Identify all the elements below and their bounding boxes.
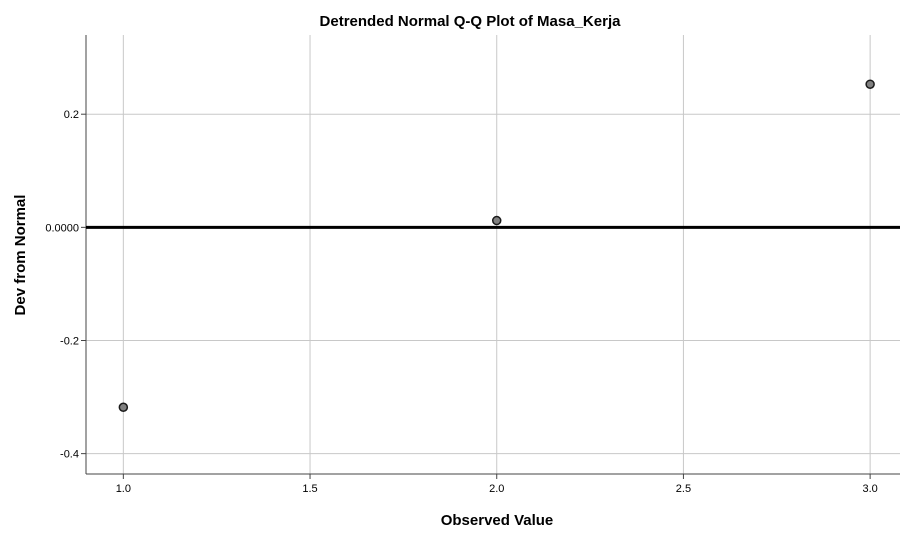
x-tick-label: 2.5 <box>676 483 691 495</box>
axes <box>81 35 900 479</box>
x-tick-label: 1.0 <box>116 483 131 495</box>
y-tick-label: 0.0000 <box>45 222 79 234</box>
grid <box>86 35 900 474</box>
tick-labels: 1.0 1.5 2.0 2.5 3.0 0.2 0.0000 -0.2 -0.4 <box>45 109 877 495</box>
y-tick-label: 0.2 <box>64 109 79 121</box>
data-point <box>491 215 502 226</box>
x-tick-label: 1.5 <box>302 483 317 495</box>
data-point <box>118 402 129 412</box>
y-tick-label: -0.4 <box>60 449 79 461</box>
x-tick-label: 2.0 <box>489 483 504 495</box>
x-axis-label: Observed Value <box>441 512 554 529</box>
data-point <box>865 79 875 89</box>
y-tick-label: -0.2 <box>60 335 79 347</box>
y-axis-label: Dev from Normal <box>12 195 29 316</box>
points <box>118 79 875 412</box>
chart-title: Detrended Normal Q-Q Plot of Masa_Kerja <box>320 13 622 30</box>
x-tick-label: 3.0 <box>862 483 877 495</box>
